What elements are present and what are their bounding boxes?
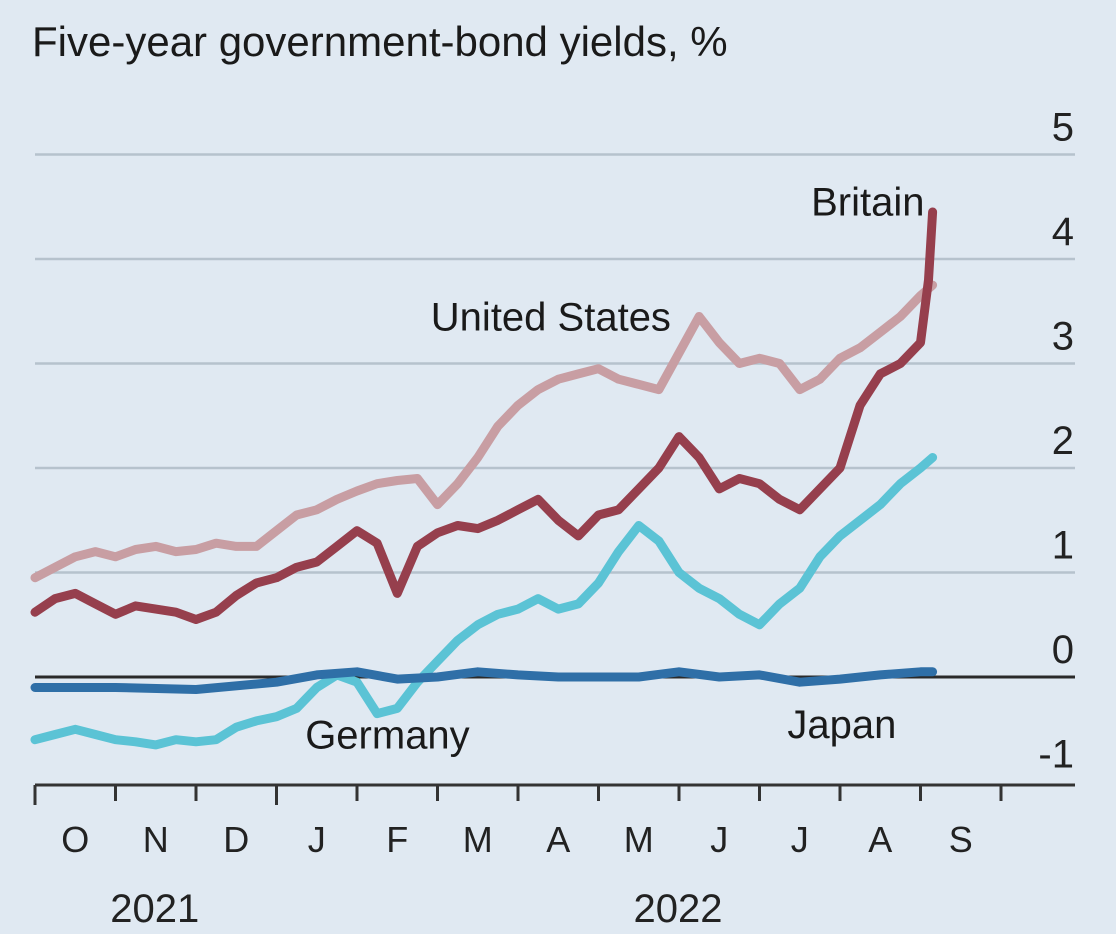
gridlines <box>35 153 1075 679</box>
x-tick-label: F <box>386 819 408 860</box>
y-tick-label: -1 <box>1038 733 1074 777</box>
y-tick-label: 0 <box>1052 628 1074 672</box>
year-label: 2022 <box>634 887 723 931</box>
x-tick-label: A <box>868 819 892 860</box>
y-tick-label: 1 <box>1052 524 1074 568</box>
series-line-japan <box>30 667 938 694</box>
series-label-germany: Germany <box>305 713 470 757</box>
series-lines <box>30 207 938 750</box>
series-label-japan: Japan <box>787 703 896 747</box>
x-tick-label: O <box>61 819 89 860</box>
x-tick-label: J <box>710 819 728 860</box>
x-tick-label: J <box>308 819 326 860</box>
x-tick-label: S <box>949 819 973 860</box>
x-tick-label: M <box>463 819 493 860</box>
y-axis: -1 0 1 2 3 4 5 <box>1038 106 1074 777</box>
y-tick-label: 4 <box>1052 210 1074 254</box>
chart-title: Five-year government-bond yields, % <box>32 18 728 65</box>
x-axis: O N D J F M A M J J A S 2021 2022 <box>33 783 1075 931</box>
x-tick-label: M <box>624 819 654 860</box>
series-label-britain: Britain <box>811 181 924 225</box>
series-labels: United States Britain Germany Japan <box>305 181 924 758</box>
y-tick-label: 2 <box>1052 419 1074 463</box>
series-label-united-states: United States <box>431 295 671 339</box>
y-tick-label: 5 <box>1052 106 1074 150</box>
x-tick-label: A <box>546 819 570 860</box>
x-tick-label: N <box>143 819 169 860</box>
series-line-germany <box>30 453 938 750</box>
series-line-united-states <box>30 280 938 583</box>
series-line-britain <box>30 207 938 624</box>
year-label: 2021 <box>110 887 199 931</box>
x-tick-label: D <box>223 819 249 860</box>
y-tick-label: 3 <box>1052 315 1074 359</box>
x-tick-label: J <box>791 819 809 860</box>
